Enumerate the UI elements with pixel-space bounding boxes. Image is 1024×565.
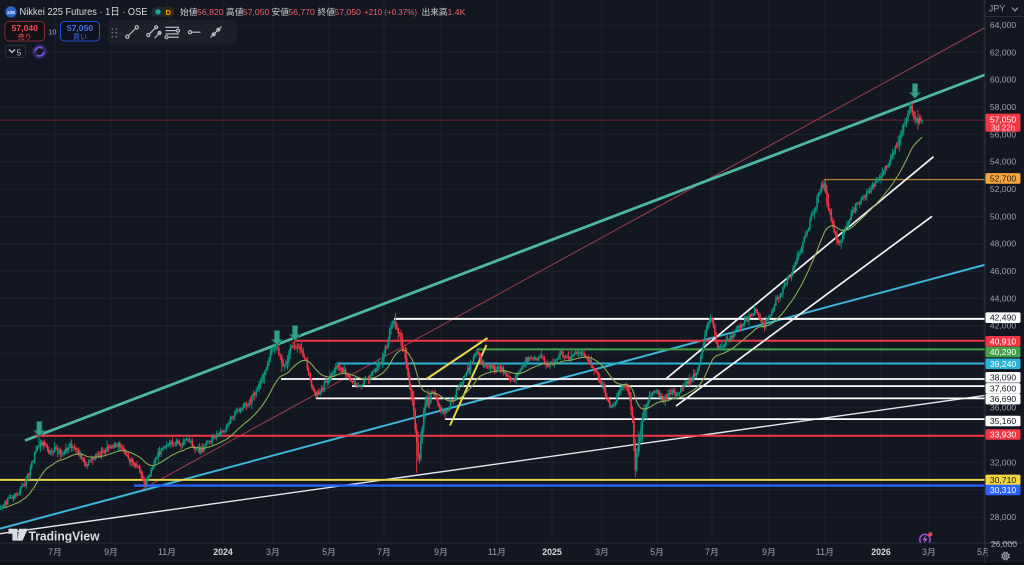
svg-text:64,000: 64,000 xyxy=(990,20,1017,30)
svg-text:28,000: 28,000 xyxy=(990,512,1017,522)
svg-text:2024: 2024 xyxy=(213,547,233,557)
svg-text:52,000: 52,000 xyxy=(990,184,1017,194)
svg-text:10: 10 xyxy=(48,28,56,37)
svg-text:35,160: 35,160 xyxy=(990,416,1017,426)
svg-text:42,490: 42,490 xyxy=(990,313,1017,323)
svg-text:9月: 9月 xyxy=(434,547,448,557)
svg-text:1.4K: 1.4K xyxy=(448,7,466,17)
svg-text:11月: 11月 xyxy=(816,547,834,557)
svg-text:52,700: 52,700 xyxy=(990,173,1017,183)
svg-text:54,000: 54,000 xyxy=(990,157,1017,167)
svg-text:57,050: 57,050 xyxy=(243,7,270,17)
svg-text:56,820: 56,820 xyxy=(197,7,224,17)
svg-text:始値: 始値 xyxy=(180,6,198,17)
svg-text:5月: 5月 xyxy=(650,547,664,557)
svg-text:37,600: 37,600 xyxy=(990,383,1017,393)
svg-text:5: 5 xyxy=(17,47,22,57)
svg-text:56,000: 56,000 xyxy=(990,129,1017,139)
svg-text:36,000: 36,000 xyxy=(990,403,1017,413)
svg-text:TradingView: TradingView xyxy=(29,529,100,543)
svg-text:48,000: 48,000 xyxy=(990,239,1017,249)
svg-text:買い: 買い xyxy=(73,33,87,41)
svg-text:26,000: 26,000 xyxy=(991,539,1018,549)
svg-text:58,000: 58,000 xyxy=(990,102,1017,112)
svg-text:30,310: 30,310 xyxy=(990,485,1017,495)
svg-text:57,050: 57,050 xyxy=(67,23,94,33)
svg-text:出来高: 出来高 xyxy=(422,6,448,17)
svg-text:40,910: 40,910 xyxy=(990,336,1017,346)
svg-text:3月: 3月 xyxy=(922,547,936,557)
svg-text:終値: 終値 xyxy=(318,6,336,17)
svg-text:60,000: 60,000 xyxy=(990,75,1017,85)
svg-text:33,930: 33,930 xyxy=(990,430,1017,440)
svg-text:安値: 安値 xyxy=(272,6,290,17)
svg-text:Nikkei 225 Futures · 1日 · OSE: Nikkei 225 Futures · 1日 · OSE xyxy=(20,7,148,18)
svg-text:11月: 11月 xyxy=(158,547,176,557)
svg-text:D: D xyxy=(166,8,172,17)
svg-text:7月: 7月 xyxy=(705,547,719,557)
svg-text:42,000: 42,000 xyxy=(990,321,1017,331)
svg-text:44,000: 44,000 xyxy=(990,293,1017,303)
svg-text:11月: 11月 xyxy=(488,547,506,557)
svg-text:56,770: 56,770 xyxy=(288,7,315,17)
svg-text:5月: 5月 xyxy=(322,547,336,557)
svg-text:7月: 7月 xyxy=(48,547,62,557)
svg-text:225: 225 xyxy=(7,10,15,15)
svg-text:2026: 2026 xyxy=(871,547,891,557)
svg-text:9月: 9月 xyxy=(762,547,776,557)
svg-text:39,240: 39,240 xyxy=(990,359,1017,369)
svg-text:9月: 9月 xyxy=(104,547,118,557)
svg-text:30,710: 30,710 xyxy=(990,475,1017,485)
svg-text:50,000: 50,000 xyxy=(990,211,1017,221)
svg-text:JPY: JPY xyxy=(989,4,1006,14)
svg-text:57,040: 57,040 xyxy=(12,23,39,33)
svg-text:2025: 2025 xyxy=(542,547,562,557)
svg-text:46,000: 46,000 xyxy=(990,266,1017,276)
svg-text:3d 22h: 3d 22h xyxy=(991,124,1015,133)
svg-text:高値: 高値 xyxy=(226,6,244,17)
svg-text:売り: 売り xyxy=(18,32,32,41)
svg-text:40,290: 40,290 xyxy=(990,347,1017,357)
svg-text:38,090: 38,090 xyxy=(990,372,1017,382)
svg-text:32,000: 32,000 xyxy=(990,457,1017,467)
svg-text:57,050: 57,050 xyxy=(334,7,361,17)
svg-text:3月: 3月 xyxy=(266,547,280,557)
svg-text:5月: 5月 xyxy=(977,547,991,557)
svg-text:57,050: 57,050 xyxy=(990,115,1017,125)
svg-text:36,690: 36,690 xyxy=(990,394,1017,404)
svg-text:62,000: 62,000 xyxy=(990,47,1017,57)
svg-text:+210 (+0.37%): +210 (+0.37%) xyxy=(364,7,417,17)
svg-text:7月: 7月 xyxy=(377,547,391,557)
svg-text:3月: 3月 xyxy=(595,547,609,557)
